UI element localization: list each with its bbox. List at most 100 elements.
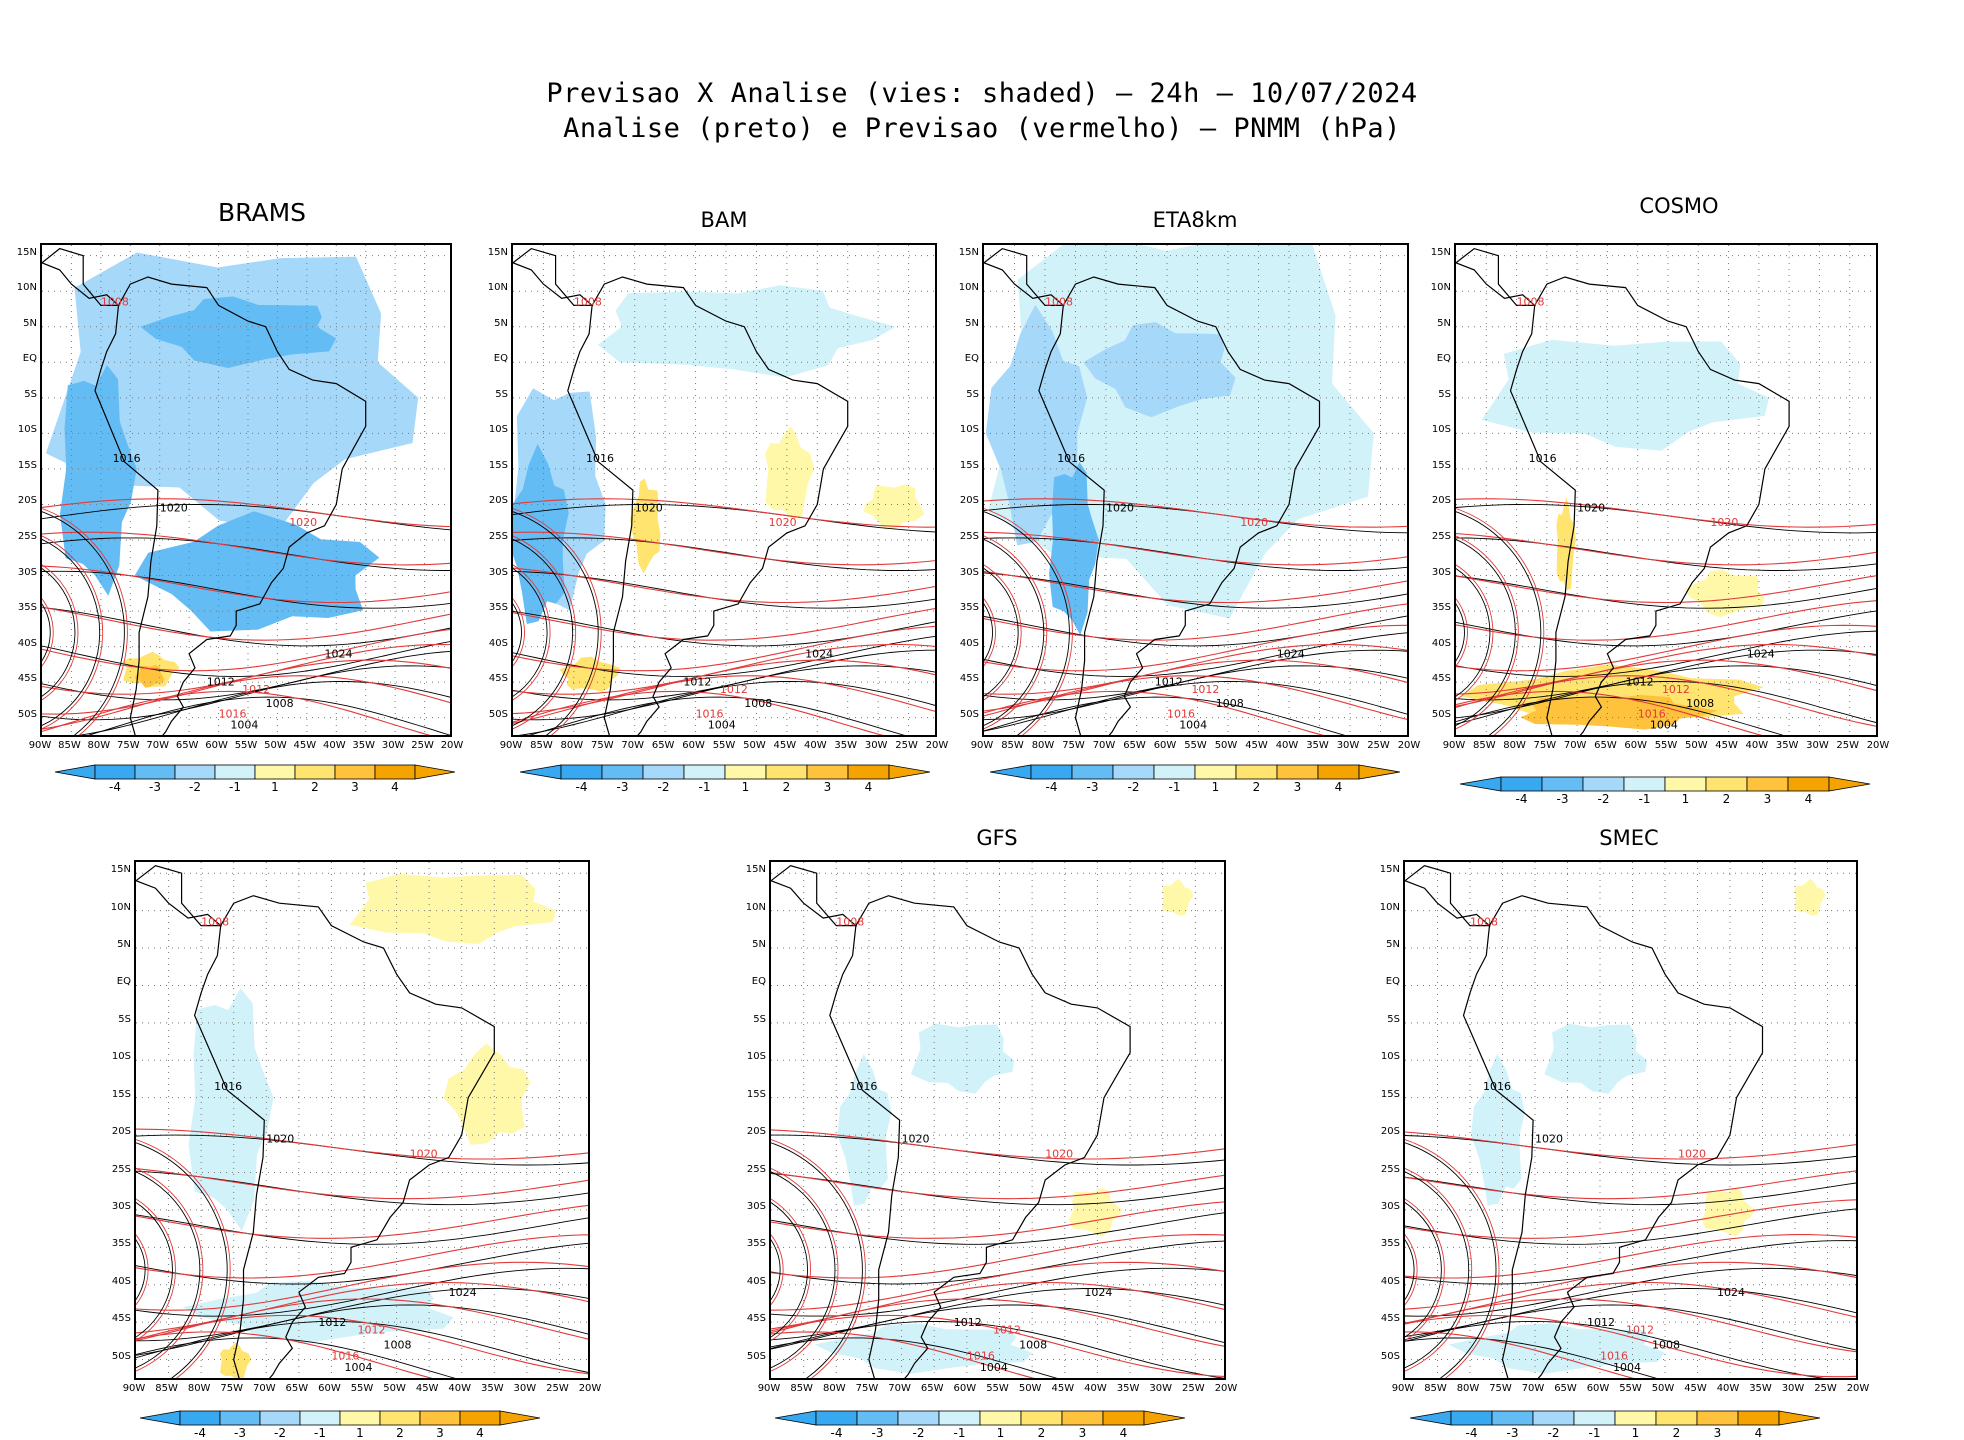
analysis-isobar [1405,1135,1856,1166]
analysis-isobar [771,1320,1224,1378]
forecast-isobar [136,1234,588,1279]
forecast-isobar [136,1198,176,1342]
forecast-isobar [771,1234,784,1306]
colorbar-arrow-left [519,764,562,780]
analysis-isobar [1456,568,1491,697]
analysis-contour-label: 1016 [214,1080,242,1093]
bias-shading [443,1043,531,1145]
colorbar-label: -1 [314,1426,326,1440]
lon-tick-label: 25W [411,740,434,751]
analysis-contour-label: 1020 [635,502,663,515]
colorbar-bin [1655,1410,1698,1426]
colorbar-bin [1787,776,1830,792]
analysis-contour-label: 1020 [1577,502,1605,515]
analysis-isobar [42,641,450,677]
lon-tick-label: 80W [187,1383,211,1394]
forecast-isobar [1405,1261,1856,1310]
colorbar-bin [815,1410,858,1426]
lon-tick-label: 90W [970,740,994,751]
forecast-isobar [513,625,935,672]
colorbar-label: 3 [436,1426,444,1440]
analysis-contour-label: 1004 [1650,718,1678,731]
analysis-isobar [136,1214,588,1245]
analysis-contour-label: 1008 [1652,1338,1680,1351]
colorbar-label: -2 [912,1426,925,1440]
lat-tick-label: 10N [487,282,508,294]
colorbar-bin [339,1410,381,1426]
analysis-contour-label: 1012 [683,676,711,689]
lon-tick-label: 85W [58,740,81,751]
lon-tick-label: 65W [651,740,675,751]
colorbar-bin [938,1410,981,1426]
lon-tick-label: 55W [234,740,258,751]
colorbar-label: -4 [575,780,588,794]
lon-tick-label: 50W [1018,1383,1042,1394]
analysis-contour-label: 1020 [1106,502,1134,515]
lat-tick-label: 25S [1380,1163,1400,1175]
colorbar-label: -1 [229,780,241,794]
colorbar-label: -3 [871,1426,884,1440]
lon-tick-label: 55W [712,740,736,751]
analysis-isobar [984,603,993,662]
analysis-contour-label: 1008 [744,697,772,710]
analysis-isobar [513,511,599,735]
colorbar-bin [806,764,849,780]
lon-tick-label: 30W [864,740,888,751]
lon-tick-label: 75W [855,1383,879,1394]
forecast-contour-label: 1008 [1470,916,1498,929]
lon-tick-label: 70W [621,740,645,751]
colorbar-label: -4 [830,1426,843,1440]
forecast-isobar [513,564,551,701]
lon-tick-label: 20W [1846,1383,1870,1394]
forecast-isobar [771,1201,1224,1239]
forecast-isobar [513,690,884,735]
colorbar-arrow-right [1358,764,1401,780]
colorbar: -4 -3 -2 -1 1 2 3 4 [519,764,931,794]
lon-tick-label: 50W [743,740,766,751]
analysis-isobar [42,665,450,721]
bias-shading [1161,878,1194,916]
lat-tick-label: 5S [1387,1013,1400,1025]
map-frame: 1012 1012 1024 1008 1020 1020 1016 1008 1004 1016 [1403,860,1858,1380]
colorbar-bin [1500,776,1543,792]
colorbar-bin [1030,764,1073,780]
colorbar-label: -1 [953,1426,966,1440]
colorbar-arrow-right [414,764,456,780]
lon-tick-label: 60W [1586,1383,1610,1394]
forecast-isobar [984,564,1022,701]
forecast-isobar [771,1234,1224,1279]
colorbar-bin [1235,764,1278,780]
lon-tick-label: 65W [285,1383,309,1394]
analysis-isobar [136,1202,173,1338]
analysis-isobar [771,1239,781,1301]
forecast-isobar [1456,564,1494,701]
analysis-contour-label: 1008 [1686,697,1714,710]
lat-tick-label: 10S [488,424,508,436]
analysis-isobar [513,665,935,721]
colorbar-bin [1746,776,1789,792]
lat-tick-label: 20S [17,495,37,507]
analysis-contour-label: 1024 [1277,647,1305,660]
colorbar-label: -2 [1547,1426,1560,1440]
analysis-isobar [1456,696,1784,735]
forecast-isobar [984,603,1407,641]
lat-tick-label: 45S [111,1313,131,1325]
coastline [1462,895,1764,1378]
forecast-isobar [42,498,450,528]
lat-tick-label: 30S [17,566,37,578]
colorbar: -4 -3 -2 -1 1 2 3 4 [1459,776,1871,806]
analysis-isobar [513,503,935,533]
analysis-isobar [771,1142,863,1378]
lon-tick-label: 85W [1472,740,1496,751]
forecast-isobar [1405,1234,1418,1306]
lat-tick-label: 10N [1430,282,1451,294]
lon-tick-label: 55W [1184,740,1207,751]
analysis-contour-label: 1012 [1587,1316,1615,1329]
lat-tick-label: 20S [488,495,508,507]
forecast-isobar [136,1204,588,1239]
analysis-contour-label: 1008 [1019,1338,1047,1351]
colorbar-arrow-right [888,764,931,780]
analysis-contour-label: 1016 [1057,452,1085,465]
lon-tick-label: 20W [578,1383,602,1394]
